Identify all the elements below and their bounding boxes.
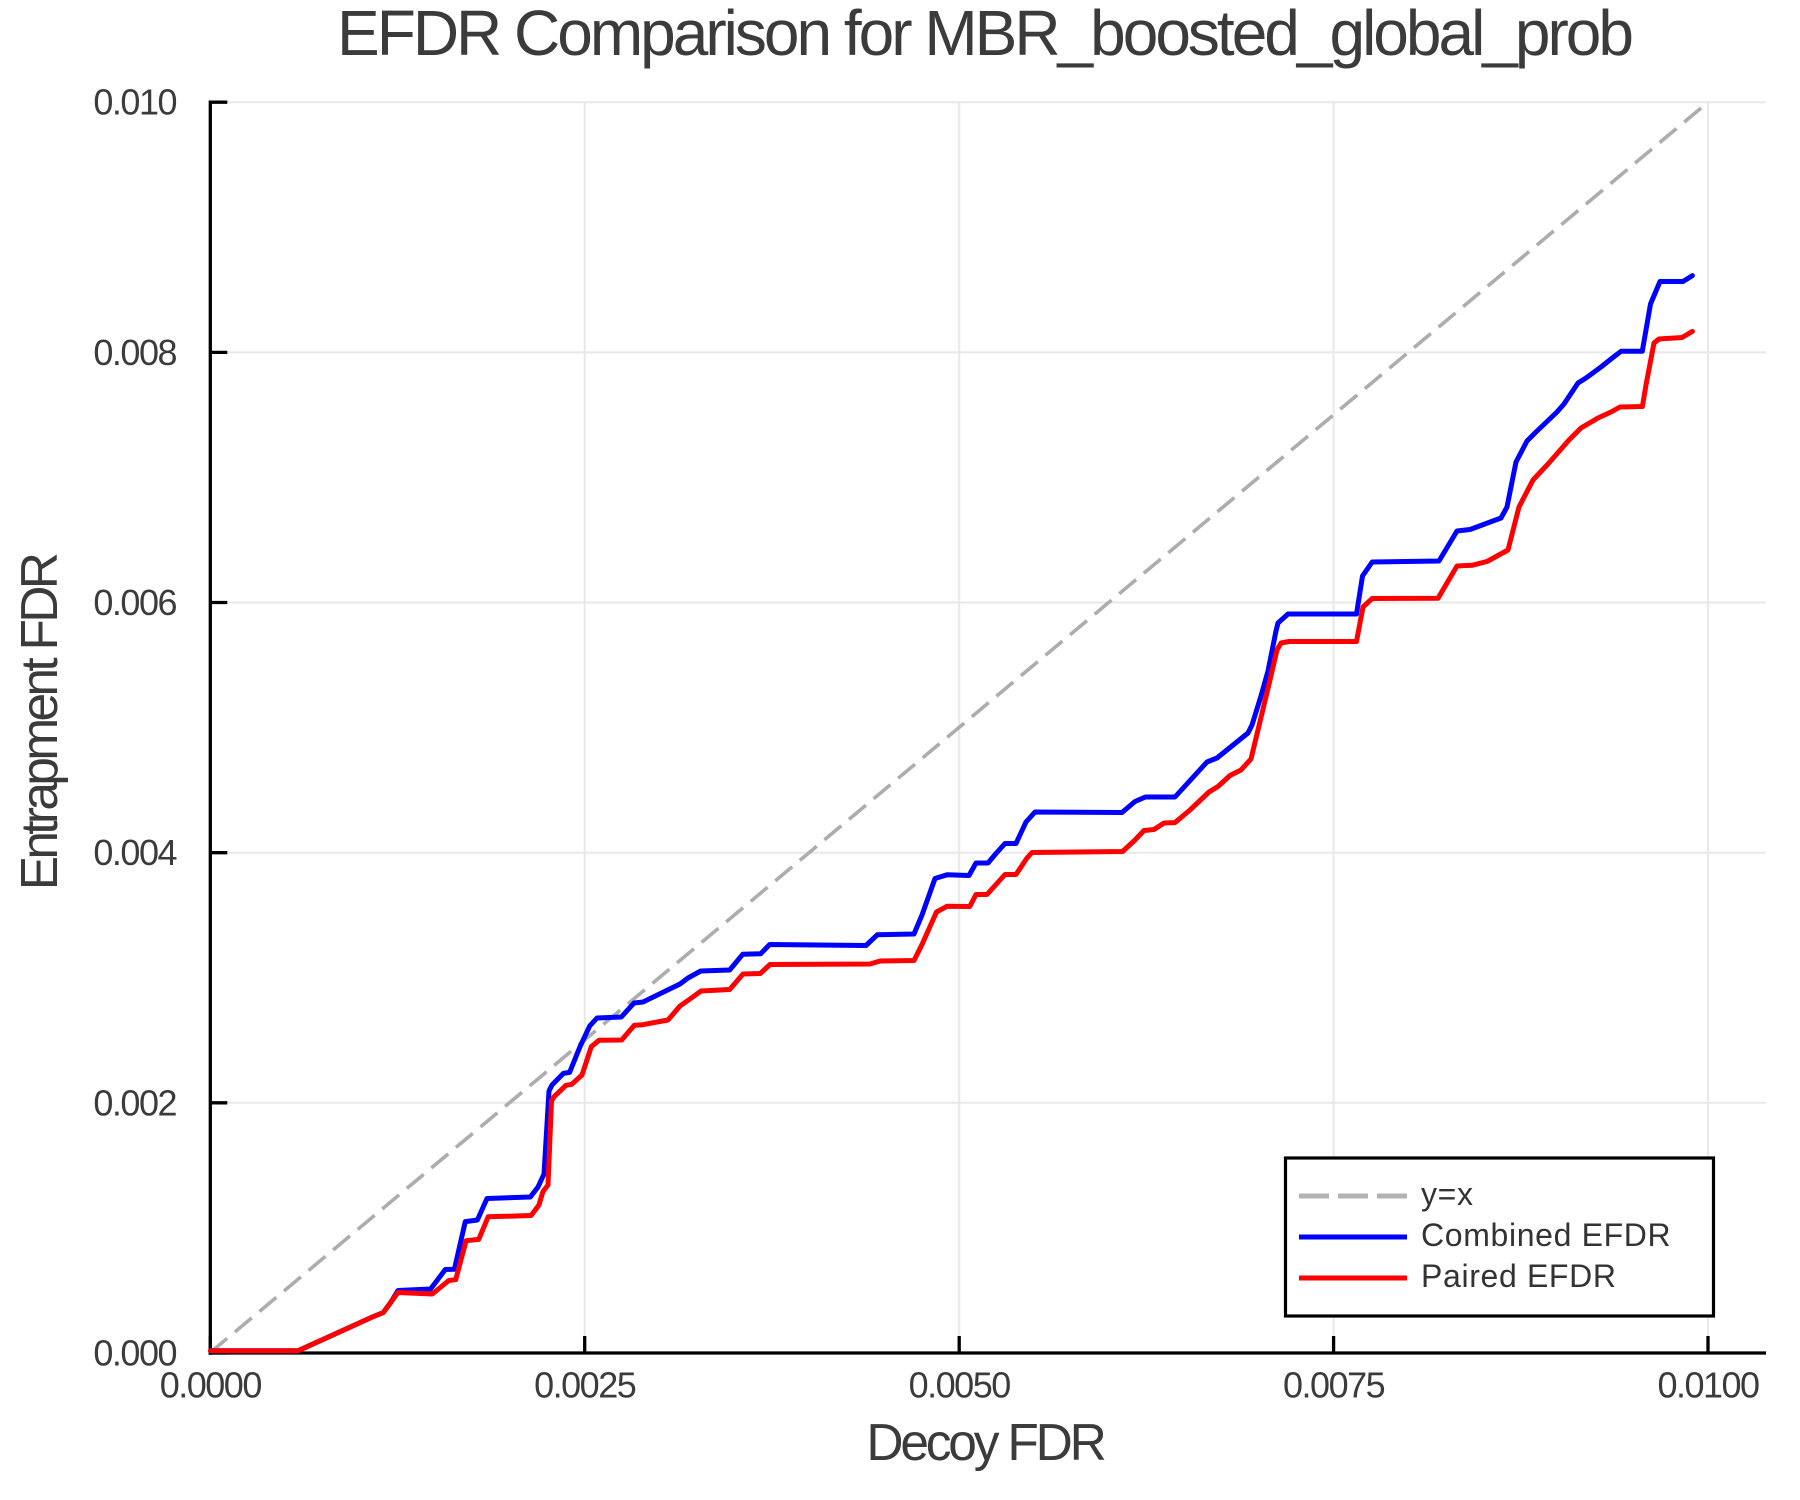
svg-text:0.0000: 0.0000: [160, 1365, 262, 1406]
svg-text:0.0025: 0.0025: [534, 1365, 636, 1406]
svg-text:0.004: 0.004: [93, 832, 176, 873]
svg-text:0.0050: 0.0050: [909, 1365, 1011, 1406]
svg-text:0.0100: 0.0100: [1657, 1365, 1759, 1406]
svg-text:0.006: 0.006: [93, 582, 176, 623]
svg-text:0.010: 0.010: [93, 82, 176, 123]
svg-text:EFDR Comparison for MBR_booste: EFDR Comparison for MBR_boosted_global_p…: [337, 0, 1631, 69]
svg-text:Combined EFDR: Combined EFDR: [1421, 1217, 1671, 1253]
svg-text:0.008: 0.008: [93, 332, 176, 373]
svg-text:Paired EFDR: Paired EFDR: [1421, 1258, 1617, 1294]
svg-text:0.0075: 0.0075: [1283, 1365, 1385, 1406]
svg-text:0.002: 0.002: [93, 1082, 176, 1123]
svg-text:y=x: y=x: [1421, 1176, 1474, 1212]
svg-text:Entrapment FDR: Entrapment FDR: [10, 554, 68, 890]
svg-text:Decoy FDR: Decoy FDR: [866, 1413, 1104, 1471]
svg-text:0.000: 0.000: [93, 1333, 176, 1374]
